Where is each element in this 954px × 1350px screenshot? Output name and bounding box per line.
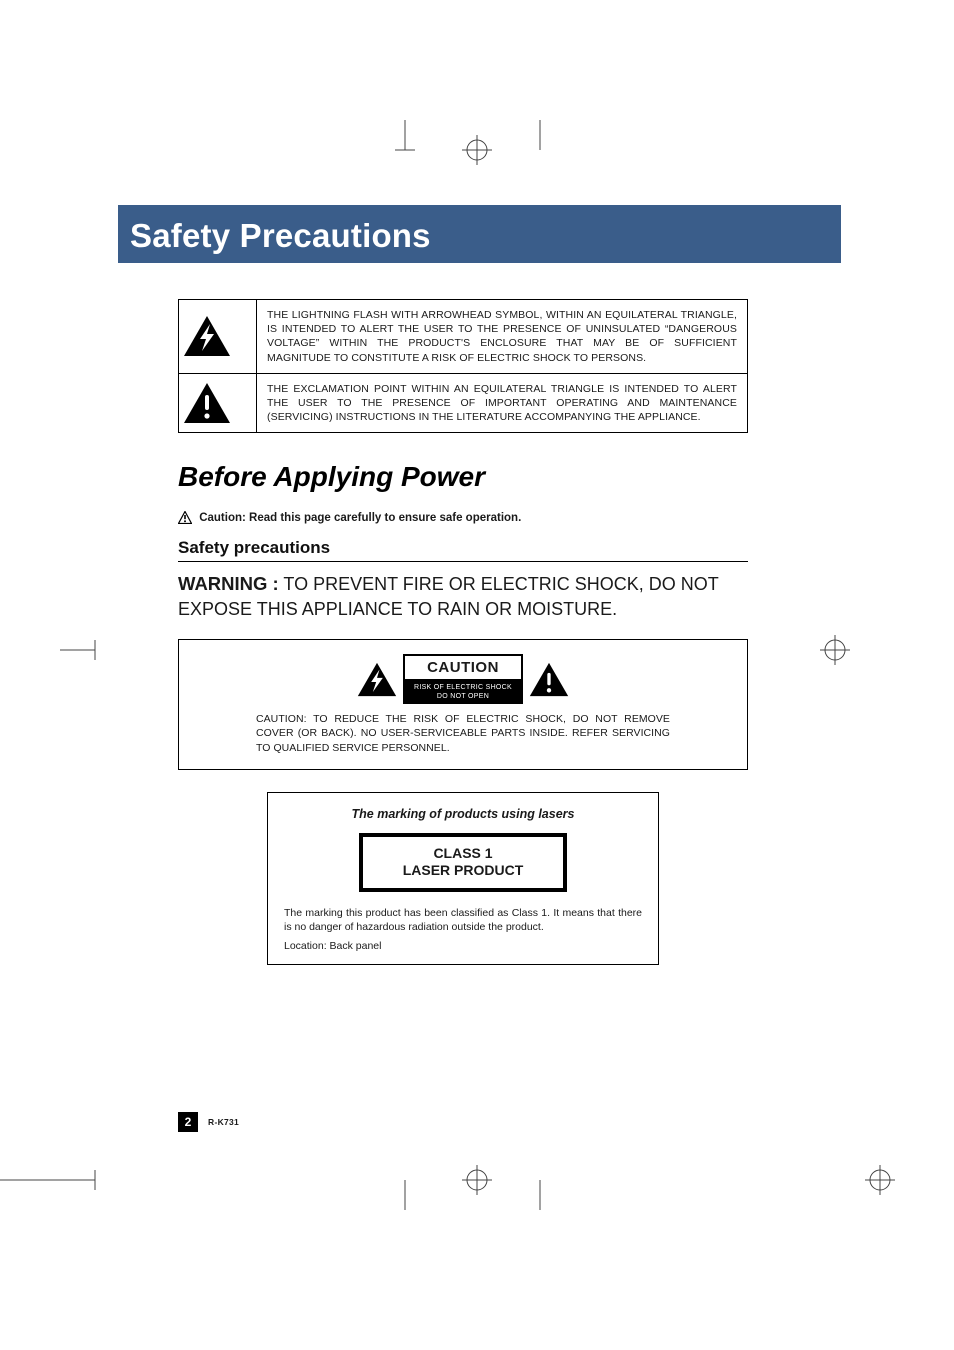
warning-paragraph: WARNING : TO PREVENT FIRE OR ELECTRIC SH…	[178, 572, 748, 621]
symbol-explanation-table: THE LIGHTNING FLASH WITH ARROWHEAD SYMBO…	[178, 299, 748, 433]
crop-mark-right-top	[805, 620, 865, 680]
safety-precautions-subheading: Safety precautions	[178, 538, 748, 558]
exclaim-explanation-text: THE EXCLAMATION POINT WITHIN AN EQUILATE…	[257, 373, 748, 433]
caution-box-sublabel: RISK OF ELECTRIC SHOCKDO NOT OPEN	[403, 681, 523, 704]
title-bar: Safety Precautions	[118, 205, 841, 263]
caution-line: Caution: Read this page carefully to ens…	[178, 511, 748, 524]
laser-box-location: Location: Back panel	[284, 940, 642, 952]
exclaim-triangle-icon	[529, 662, 569, 697]
model-number: R-K731	[208, 1117, 239, 1127]
laser-class-badge: CLASS 1LASER PRODUCT	[359, 833, 567, 892]
page-footer: 2 R-K731	[178, 1112, 239, 1132]
crop-mark-top	[0, 120, 954, 180]
before-applying-power-heading: Before Applying Power	[178, 461, 748, 493]
page-number: 2	[178, 1112, 198, 1132]
lightning-triangle-icon	[357, 662, 397, 697]
caution-box: CAUTION RISK OF ELECTRIC SHOCKDO NOT OPE…	[178, 639, 748, 769]
table-row: THE LIGHTNING FLASH WITH ARROWHEAD SYMBO…	[179, 300, 748, 374]
divider	[178, 561, 748, 562]
crop-mark-left	[60, 620, 120, 680]
lightning-explanation-text: THE LIGHTNING FLASH WITH ARROWHEAD SYMBO…	[257, 300, 748, 374]
caution-box-body: CAUTION: TO REDUCE THE RISK OF ELECTRIC …	[201, 712, 725, 755]
crop-mark-bottom	[0, 1150, 954, 1210]
caution-box-label: CAUTION	[403, 654, 523, 681]
caution-line-text: Caution: Read this page carefully to ens…	[199, 512, 521, 524]
laser-box: The marking of products using lasers CLA…	[267, 792, 659, 965]
caution-box-header: CAUTION RISK OF ELECTRIC SHOCKDO NOT OPE…	[201, 654, 725, 704]
laser-box-body: The marking this product has been classi…	[284, 906, 642, 934]
laser-box-title: The marking of products using lasers	[284, 807, 642, 821]
warning-label: WARNING :	[178, 573, 279, 594]
page-title: Safety Precautions	[130, 217, 827, 255]
crop-mark-right-bottom	[850, 1150, 910, 1210]
lightning-triangle-icon	[179, 300, 257, 374]
exclaim-triangle-icon	[179, 373, 257, 433]
table-row: THE EXCLAMATION POINT WITHIN AN EQUILATE…	[179, 373, 748, 433]
